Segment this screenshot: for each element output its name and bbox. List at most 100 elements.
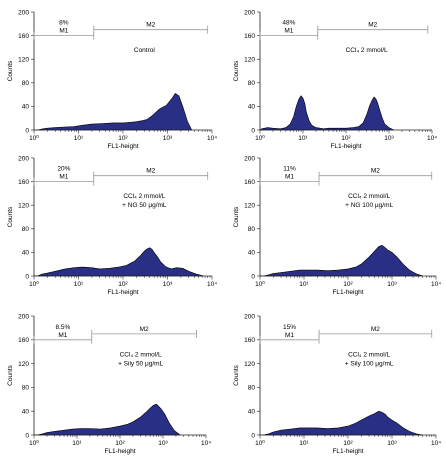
x-tick-label: 10² [343,281,353,288]
gate-m1-percent: 48% [282,20,295,27]
gate-m2-label: M2 [371,168,380,175]
gate-m1-label: M1 [285,174,294,181]
gate-m1-percent: 20% [57,166,70,173]
histogram-panel-ng50: 0 40 80 120 160 200 10⁰ 10¹ 10² 10³ 10⁴ FL1-height C… [7,155,217,296]
x-axis-title: FL1-height [330,143,361,150]
x-tick-label: 10⁴ [431,440,441,447]
histogram-panel-ccl4: 0 40 80 120 160 200 10⁰ 10¹ 10² 10³ 10⁴ FL1-height C… [233,9,437,150]
y-tick-label: 40 [22,104,30,111]
y-tick-label: 160 [18,179,29,186]
y-tick-label: 200 [244,9,255,16]
gate-m2-label: M2 [371,326,380,333]
gate-m1-label: M1 [59,174,68,181]
x-tick-label: 10⁴ [207,135,217,142]
y-tick-label: 160 [18,33,29,40]
x-tick-label: 10² [343,440,353,447]
x-tick-label: 10¹ [299,440,309,447]
y-tick-label: 0 [25,432,29,439]
y-tick-label: 160 [18,337,29,344]
histogram-area [259,95,395,131]
y-tick-label: 120 [18,203,29,210]
y-tick-label: 120 [18,361,29,368]
x-tick-label: 10⁴ [201,440,211,447]
y-tick-label: 0 [251,273,255,280]
y-axis-title: Counts [7,60,14,81]
y-tick-label: 200 [18,313,29,320]
histogram-area [260,244,423,277]
x-tick-label: 10⁰ [255,134,265,142]
y-tick-label: 200 [18,9,29,16]
gate-m2-label: M2 [140,326,149,333]
x-tick-label: 10² [118,135,128,142]
y-tick-label: 0 [25,273,29,280]
x-tick-label: 10⁰ [255,280,265,288]
gate-m1-percent: 8% [59,20,69,27]
x-tick-label: 10² [341,135,351,142]
y-tick-label: 120 [244,57,255,64]
condition-label: CCl₄ 2 mmol/L [123,193,165,200]
gate-m1-percent: 11% [283,166,296,173]
x-axis-title: FL1-height [107,143,138,150]
y-tick-label: 80 [248,80,256,87]
gate-m2-label: M2 [146,168,155,175]
y-tick-label: 160 [244,179,255,186]
condition-label: CCl₄ 2 mmol/L [120,351,162,358]
x-tick-label: 10⁰ [255,439,265,447]
x-axis-title: FL1-height [104,448,135,455]
x-axis-title: FL1-height [107,289,138,296]
y-tick-label: 80 [248,226,256,233]
y-tick-label: 40 [22,409,30,416]
y-tick-label: 160 [244,337,255,344]
condition-label: + Sily 100 μg/mL [345,360,394,367]
gate-m2-label: M2 [368,22,377,29]
x-tick-label: 10¹ [299,281,309,288]
x-tick-label: 10¹ [72,440,82,447]
y-tick-label: 40 [248,250,256,257]
x-tick-label: 10³ [387,440,397,447]
x-tick-label: 10¹ [74,281,84,288]
y-axis-title: Counts [233,364,240,385]
y-tick-label: 120 [244,361,255,368]
gate-m1-label: M1 [58,332,67,339]
x-tick-label: 10⁰ [29,280,39,288]
y-tick-label: 0 [251,127,255,134]
y-axis-title: Counts [7,206,14,227]
y-tick-label: 200 [18,155,29,162]
condition-label: + Sily 50 μg/mL [118,360,163,367]
x-tick-label: 10⁰ [29,439,39,447]
histogram-panel-ng100: 0 40 80 120 160 200 10⁰ 10¹ 10² 10³ 10⁴ FL1-height C… [233,155,441,296]
gate-m2-label: M2 [146,22,155,29]
x-tick-label: 10³ [158,440,168,447]
y-tick-label: 0 [25,127,29,134]
y-tick-label: 80 [22,226,30,233]
y-tick-label: 40 [248,104,256,111]
histogram-area [34,92,193,131]
x-tick-label: 10³ [163,281,173,288]
y-tick-label: 80 [22,80,30,87]
x-tick-label: 10⁰ [29,134,39,142]
y-tick-label: 80 [22,385,30,392]
y-tick-label: 160 [244,33,255,40]
x-tick-label: 10⁴ [431,281,441,288]
condition-label: + NG 100 μg/mL [345,202,393,209]
condition-label: CCl₄ 2 mmol/L [348,193,390,200]
histogram-panel-sily50: 0 40 80 120 160 200 10⁰ 10¹ 10² 10³ 10⁴ FL1-height C… [7,313,211,455]
x-tick-label: 10¹ [298,135,308,142]
histogram-area [260,410,423,436]
y-tick-label: 120 [244,203,255,210]
y-axis-title: Counts [7,364,14,385]
y-tick-label: 0 [251,432,255,439]
histogram-area [34,403,181,436]
gate-m1-percent: 15% [283,324,296,331]
histogram-panel-sily100: 0 40 80 120 160 200 10⁰ 10¹ 10² 10³ 10⁴ FL1-height C… [233,313,441,455]
x-axis-title: FL1-height [332,289,363,296]
x-tick-label: 10³ [384,135,394,142]
gate-m1-label: M1 [284,28,293,35]
gate-m1-label: M1 [59,28,68,35]
gate-m1-percent: 8.5% [55,324,70,331]
y-tick-label: 200 [244,155,255,162]
x-tick-label: 10⁴ [427,135,437,142]
histogram-area [34,247,204,277]
x-tick-label: 10¹ [74,135,84,142]
